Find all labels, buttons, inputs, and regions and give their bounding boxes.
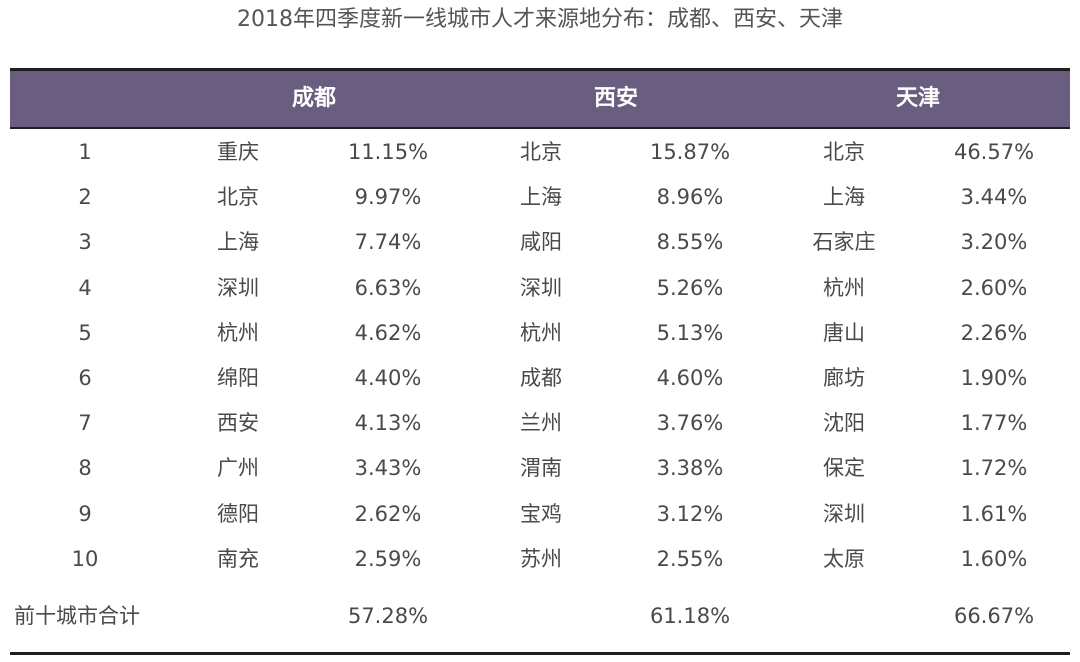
table-row: 7 西安 4.13% 兰州 3.76% 沈阳 1.77% [0, 401, 1080, 445]
chengdu-share: 9.97% [354, 185, 422, 210]
header-bottom-rule [10, 127, 1070, 129]
total-tianjin: 66.67% [953, 604, 1035, 628]
xian-share: 4.60% [656, 366, 724, 390]
header-tianjin: 天津 [895, 86, 940, 111]
total-row: 前十城市合计 57.28% 61.18% 66.67% [0, 594, 1080, 638]
xian-share: 3.76% [656, 411, 724, 436]
tianjin-share: 2.60% [960, 275, 1028, 300]
rank-cell: 3 [78, 230, 92, 255]
chengdu-source-city: 深圳 [217, 275, 259, 300]
tianjin-source-city: 上海 [823, 185, 865, 210]
tianjin-share: 1.90% [960, 366, 1028, 390]
xian-share: 3.38% [656, 456, 724, 481]
tianjin-source-city: 杭州 [823, 275, 865, 300]
rank-cell: 8 [78, 456, 92, 481]
tianjin-source-city: 廊坊 [823, 366, 865, 390]
header-chengdu: 成都 [291, 86, 336, 111]
chengdu-share: 2.62% [354, 501, 422, 526]
chengdu-source-city: 德阳 [217, 501, 259, 526]
xian-share: 8.55% [656, 230, 724, 255]
table-row: 2 北京 9.97% 上海 8.96% 上海 3.44% [0, 175, 1080, 219]
xian-source-city: 宝鸡 [520, 501, 562, 526]
rank-cell: 5 [78, 320, 92, 345]
xian-source-city: 渭南 [520, 456, 562, 481]
rank-cell: 9 [78, 501, 92, 526]
xian-source-city: 咸阳 [520, 230, 562, 255]
chengdu-share: 4.40% [354, 366, 422, 390]
xian-share: 5.13% [656, 320, 724, 345]
total-chengdu: 57.28% [347, 604, 429, 628]
chengdu-source-city: 南充 [217, 546, 259, 571]
tianjin-share: 1.61% [960, 501, 1028, 526]
chengdu-share: 4.62% [354, 320, 422, 345]
tianjin-share: 1.77% [960, 411, 1028, 436]
tianjin-source-city: 沈阳 [823, 411, 865, 436]
table-row: 8 广州 3.43% 渭南 3.38% 保定 1.72% [0, 446, 1080, 490]
rank-cell: 4 [78, 275, 92, 300]
table-row: 9 德阳 2.62% 宝鸡 3.12% 深圳 1.61% [0, 492, 1080, 536]
chengdu-source-city: 广州 [217, 456, 259, 481]
tianjin-share: 2.26% [960, 320, 1028, 345]
xian-source-city: 北京 [520, 140, 562, 164]
rank-cell: 2 [78, 185, 92, 210]
total-xian: 61.18% [649, 604, 731, 628]
table-row: 4 深圳 6.63% 深圳 5.26% 杭州 2.60% [0, 266, 1080, 310]
chengdu-source-city: 西安 [217, 411, 259, 436]
tianjin-source-city: 深圳 [823, 501, 865, 526]
chengdu-source-city: 杭州 [217, 320, 259, 345]
table-row: 5 杭州 4.62% 杭州 5.13% 唐山 2.26% [0, 311, 1080, 355]
xian-source-city: 苏州 [520, 546, 562, 571]
rank-cell: 6 [78, 366, 92, 390]
top-rule [10, 68, 1070, 71]
chengdu-share: 3.43% [354, 456, 422, 481]
xian-source-city: 杭州 [520, 320, 562, 345]
chengdu-source-city: 绵阳 [217, 366, 259, 390]
chengdu-share: 2.59% [354, 546, 422, 571]
chengdu-source-city: 重庆 [217, 140, 259, 164]
header-band [10, 71, 1070, 127]
chengdu-source-city: 上海 [217, 230, 259, 255]
total-label: 前十城市合计 [14, 604, 140, 628]
chengdu-share: 4.13% [354, 411, 422, 436]
tianjin-share: 46.57% [953, 140, 1035, 164]
tianjin-source-city: 石家庄 [812, 230, 876, 255]
rank-cell: 7 [78, 411, 92, 436]
tianjin-share: 3.44% [960, 185, 1028, 210]
xian-share: 5.26% [656, 275, 724, 300]
tianjin-source-city: 唐山 [823, 320, 865, 345]
xian-share: 15.87% [649, 140, 731, 164]
table-row: 10 南充 2.59% 苏州 2.55% 太原 1.60% [0, 537, 1080, 581]
tianjin-source-city: 保定 [823, 456, 865, 481]
chengdu-share: 6.63% [354, 275, 422, 300]
rank-cell: 10 [71, 546, 99, 571]
xian-share: 2.55% [656, 546, 724, 571]
table-row: 3 上海 7.74% 咸阳 8.55% 石家庄 3.20% [0, 220, 1080, 264]
table-row: 6 绵阳 4.40% 成都 4.60% 廊坊 1.90% [0, 356, 1080, 400]
xian-source-city: 成都 [520, 366, 562, 390]
tianjin-share: 1.60% [960, 546, 1028, 571]
xian-source-city: 上海 [520, 185, 562, 210]
xian-source-city: 深圳 [520, 275, 562, 300]
chengdu-source-city: 北京 [217, 185, 259, 210]
header-xian: 西安 [593, 86, 638, 111]
chengdu-share: 11.15% [347, 140, 429, 164]
xian-source-city: 兰州 [520, 411, 562, 436]
xian-share: 8.96% [656, 185, 724, 210]
chengdu-share: 7.74% [354, 230, 422, 255]
xian-share: 3.12% [656, 501, 724, 526]
tianjin-share: 3.20% [960, 230, 1028, 255]
tianjin-source-city: 太原 [823, 546, 865, 571]
tianjin-source-city: 北京 [823, 140, 865, 164]
tianjin-share: 1.72% [960, 456, 1028, 481]
rank-cell: 1 [78, 140, 92, 164]
table-title: 2018年四季度新一线城市人才来源地分布：成都、西安、天津 [237, 7, 843, 32]
bottom-rule [10, 652, 1070, 655]
table-row: 1 重庆 11.15% 北京 15.87% 北京 46.57% [0, 130, 1080, 174]
